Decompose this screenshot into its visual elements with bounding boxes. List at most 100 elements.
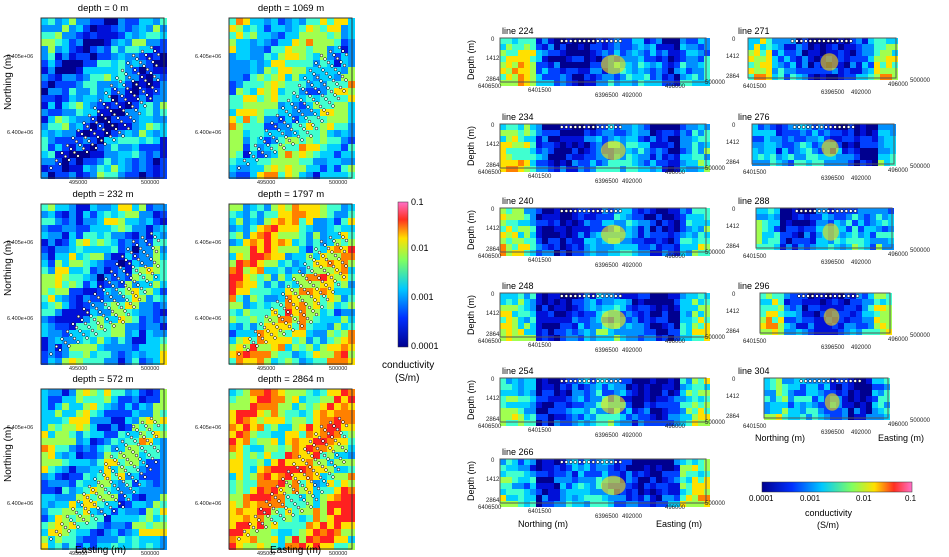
section-cell — [626, 154, 632, 160]
section-cell — [698, 465, 704, 471]
map-cell — [104, 102, 111, 109]
map-cell — [146, 323, 153, 330]
section-cell — [590, 250, 596, 256]
map-cell — [153, 351, 160, 358]
map-cell — [118, 288, 125, 295]
map-cell — [132, 32, 139, 39]
map-cell — [292, 288, 299, 295]
station-marker — [246, 162, 250, 166]
section-cell — [560, 68, 566, 74]
section-cell — [584, 471, 590, 477]
station-marker — [596, 379, 600, 383]
map-cell — [271, 172, 278, 179]
map-cell — [41, 18, 48, 25]
section-cell — [530, 136, 536, 142]
map-cell — [278, 260, 285, 267]
section-cell — [704, 293, 710, 299]
station-marker — [110, 309, 115, 314]
map-cell — [229, 172, 236, 179]
map-cell — [292, 39, 299, 46]
map-cell — [250, 536, 257, 543]
map-cell — [264, 410, 271, 417]
map-cell — [313, 95, 320, 102]
map-cell — [320, 396, 327, 403]
section-cell — [668, 293, 674, 299]
section-cell — [704, 50, 710, 56]
map-cell — [125, 389, 132, 396]
map-cell — [278, 158, 285, 165]
map-cell — [327, 452, 334, 459]
section-cell — [566, 299, 572, 305]
map-cell — [118, 389, 125, 396]
map-cell — [313, 281, 320, 288]
map-cell — [132, 137, 139, 144]
station-marker — [82, 121, 86, 125]
map-cell — [55, 211, 62, 218]
map-cell — [97, 172, 104, 179]
map-cell — [271, 218, 278, 225]
map-cell — [327, 389, 334, 396]
map-cell — [292, 459, 299, 466]
map-cell — [69, 67, 76, 74]
map-cell — [313, 344, 320, 351]
map-cell — [236, 358, 243, 365]
map-cell — [278, 459, 285, 466]
map-cell — [55, 396, 62, 403]
map-cell — [278, 102, 285, 109]
section-cell — [578, 305, 584, 311]
section-cell — [680, 489, 686, 495]
section-cell — [626, 130, 632, 136]
station-marker — [65, 143, 70, 148]
section-cell — [668, 317, 674, 323]
easting-tick: 500000 — [705, 420, 726, 426]
map-cell — [83, 211, 90, 218]
section-cell — [632, 154, 638, 160]
section-cell — [698, 311, 704, 317]
section-cell — [620, 384, 626, 390]
map-cell — [90, 445, 97, 452]
map-cell — [306, 316, 313, 323]
station-marker — [335, 453, 339, 457]
map-cell — [132, 281, 139, 288]
map-cell — [48, 225, 55, 232]
map-cell — [327, 46, 334, 53]
section-cell — [650, 465, 656, 471]
station-marker — [58, 533, 62, 537]
section-cell — [692, 44, 698, 50]
station-marker — [301, 273, 305, 277]
section-cell — [572, 477, 578, 483]
map-cell — [83, 274, 90, 281]
section-cell — [548, 465, 554, 471]
section-cell — [572, 56, 578, 62]
map-cell — [327, 494, 334, 501]
map-cell — [76, 431, 83, 438]
section-cell — [548, 402, 554, 408]
section-cell — [530, 232, 536, 238]
map-cell — [125, 81, 132, 88]
section-cell — [698, 232, 704, 238]
section-cell — [680, 311, 686, 317]
station-marker — [317, 64, 322, 69]
section-cell — [590, 232, 596, 238]
map-cell — [76, 211, 83, 218]
map-cell — [236, 494, 243, 501]
map-cell — [306, 295, 313, 302]
section-cell — [680, 378, 686, 384]
map-cell — [327, 39, 334, 46]
map-cell — [320, 18, 327, 25]
station-marker — [126, 126, 131, 131]
map-cell — [271, 204, 278, 211]
section-cell — [644, 396, 650, 402]
map-cell — [285, 417, 292, 424]
map-cell — [83, 172, 90, 179]
map-cell — [271, 452, 278, 459]
station-marker — [248, 337, 252, 341]
section-cell — [644, 384, 650, 390]
map-cell — [90, 281, 97, 288]
section-cell — [608, 420, 614, 426]
map-cell — [327, 116, 334, 123]
map-cell — [104, 123, 111, 130]
map-cell — [55, 389, 62, 396]
map-cell — [104, 25, 111, 32]
map-cell — [90, 253, 97, 260]
